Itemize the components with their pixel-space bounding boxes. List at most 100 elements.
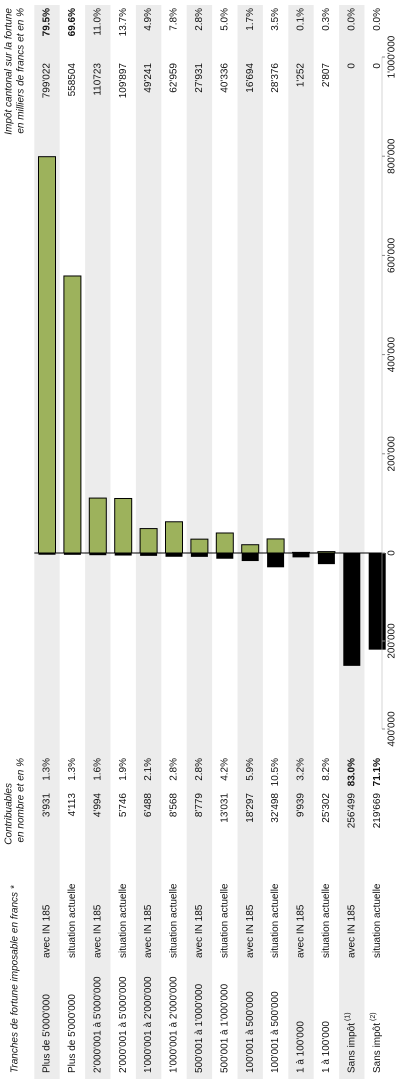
tax-label: 62'959 [169,63,180,93]
category-label: 500'001 à 1'000'000 [219,983,230,1073]
tax-share-label: 3.5% [270,8,281,31]
tax-bar [38,156,56,554]
x-tick-label: 200'000 [387,623,398,659]
tax-label: 109'897 [118,63,129,99]
series-header: Impôt cantonal sur la fortune [4,8,15,135]
tax-bar [190,538,209,554]
tax-bar [266,538,285,554]
tax-label: 40'336 [219,63,230,93]
row-band [237,5,263,1079]
taxpayer-bar [317,552,335,565]
share-label: 71.1% [372,758,383,786]
tax-label: 1'252 [296,63,307,88]
tax-share-label: 79.5% [42,8,53,36]
variant-label: situation actuelle [169,883,180,958]
variant-label: situation actuelle [372,883,383,958]
variant-label: avec IN 185 [194,904,205,958]
tax-label: 2'807 [321,63,332,88]
tax-share-label: 2.8% [194,8,205,31]
taxpayer-bar [292,553,310,558]
tax-label: 16'694 [245,63,256,93]
tax-share-label: 1.7% [245,8,256,31]
variant-label: avec IN 185 [245,904,256,958]
variant-label: situation actuelle [270,883,281,958]
tax-label: 28'376 [270,63,281,93]
categories-header: Tranches de fortune imposable en francs … [10,884,21,1073]
tax-bar [165,521,183,554]
tax-label: 49'241 [143,63,154,93]
tax-label: 0 [372,63,383,69]
share-label: 10.5% [270,758,281,786]
x-tick-label: 200'000 [387,436,398,472]
x-tick-label: 400'000 [387,711,398,747]
count-label: 32'498 [270,793,281,823]
tax-bar [63,275,82,554]
tax-bar [215,532,234,554]
count-label: 9'939 [296,793,307,818]
x-tick-label: 1'000'000 [387,35,398,78]
share-label: 4.2% [219,758,230,781]
taxpayer-bar [190,552,208,557]
count-label: 8'568 [169,793,180,818]
row-band [288,5,314,1079]
count-label: 4'113 [67,793,78,817]
variant-label: situation actuelle [118,883,129,958]
share-label: 5.9% [245,758,256,781]
taxpayer-bar [241,552,259,562]
category-label: 1'000'001 à 2'000'000 [169,976,180,1073]
tax-share-label: 0.3% [321,8,332,31]
taxpayer-bar [368,553,386,650]
count-label: 25'302 [321,793,332,823]
variant-label: situation actuelle [321,883,332,958]
share-label: 8.2% [321,758,332,781]
category-label: 100'001 à 500'000 [245,991,256,1073]
row-band [339,5,365,1079]
tax-label: 110723 [92,63,103,96]
count-label: 13'031 [219,793,230,823]
taxpayer-bar [267,553,285,568]
category-label: 100'001 à 500'000 [270,991,281,1073]
variant-label: avec IN 185 [296,904,307,958]
variant-label: avec IN 185 [92,904,103,958]
tax-share-label: 13.7% [118,8,129,36]
count-label: 6'488 [143,793,154,818]
x-tick-label: 400'000 [387,337,398,373]
tax-bar [88,497,107,554]
variant-label: avec IN 185 [143,904,154,958]
taxpayer-bar [165,552,183,557]
category-label: 1 à 100'000 [296,1021,307,1073]
rotated-content: Tranches de fortune imposable en francs … [4,5,398,1079]
tax-bar [114,497,133,554]
taxpayer-bar [216,553,234,559]
tax-label: 799'022 [42,63,53,99]
category-note: (2) [370,1012,377,1021]
tax-share-label: 11.0% [92,8,103,36]
share-label: 2.8% [169,758,180,781]
category-label: Sans impôt [372,1023,383,1073]
tax-share-label: 0.1% [296,8,307,31]
category-label: Plus de 5'000'000 [67,994,78,1073]
taxpayer-bar [343,553,361,666]
tax-share-label: 7.8% [169,8,180,31]
taxpayer-bar [114,553,132,556]
bars [38,156,386,666]
series-header: Contribuables [4,783,15,845]
variant-label: avec IN 185 [346,904,357,958]
tax-label: 0 [346,63,357,69]
tax-label: 558504 [67,63,78,97]
tax-share-label: 5.0% [219,8,230,31]
series-subheader: en nombre et en % [16,758,27,843]
count-label: 18'297 [245,793,256,823]
tax-share-label: 0.0% [372,8,383,31]
share-label: 1.9% [118,758,129,781]
share-label: 1.3% [42,758,53,781]
series-subheader: en milliers de francs et en % [16,8,27,134]
count-label: 3'931 [42,793,53,818]
category-label: 1'000'001 à 2'000'000 [143,976,154,1073]
count-label: 5'746 [118,793,129,818]
x-tick-label: 600'000 [387,237,398,273]
tax-label: 27'931 [194,63,205,93]
tax-share-label: 69.6% [67,8,78,36]
category-label: 2'000'001 à 5'000'000 [118,976,129,1073]
